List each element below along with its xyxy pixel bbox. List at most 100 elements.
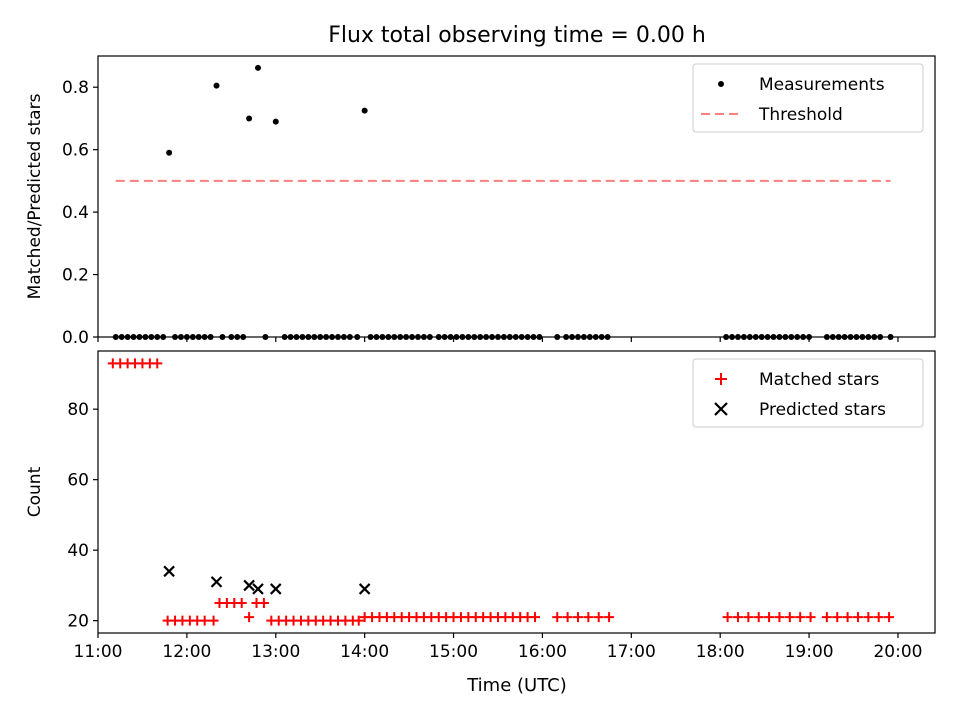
bottom-panel: 20 40 60 80 11:00 12:00 13:00 14:00 15:00 16:00 17… — [25, 350, 936, 662]
measurement-point — [148, 334, 155, 340]
measurement-point — [586, 334, 593, 340]
y-tick-label: 20 — [67, 612, 89, 632]
legend-matched-marker — [715, 373, 727, 385]
measurement-point — [409, 334, 416, 340]
matched-star-point — [244, 612, 255, 623]
matched-star-point — [863, 612, 874, 623]
measurement-point — [524, 334, 531, 340]
measurement-point — [420, 334, 427, 340]
matched-star-point — [743, 612, 754, 623]
x-axis-label: Time (UTC) — [466, 675, 567, 696]
plot-frame — [97, 350, 936, 634]
measurement-point — [859, 334, 866, 340]
measurement-point — [782, 334, 789, 340]
matched-star-point — [852, 612, 863, 623]
measurement-point — [758, 334, 765, 340]
measurement-point — [740, 334, 747, 340]
measurement-point — [136, 334, 143, 340]
measurement-point — [829, 334, 836, 340]
measurement-point — [841, 334, 848, 340]
measurement-point — [734, 334, 741, 340]
matched-star-point — [593, 612, 604, 623]
legend-predicted-marker — [714, 402, 728, 416]
measurement-point — [477, 334, 484, 340]
measurement-point — [207, 334, 214, 340]
predicted-star-point — [243, 579, 255, 592]
matched-star-point — [842, 612, 853, 623]
y-tick-label: 60 — [67, 471, 89, 491]
measurement-point — [500, 334, 507, 340]
top-panel: 0.0 0.2 0.4 0.6 0.8 Matched/Predicted stars Me… — [25, 55, 936, 348]
measurement-point — [403, 334, 410, 340]
x-tick-label: 13:00 — [251, 642, 300, 662]
measurement-point — [835, 334, 842, 340]
y-tick-label: 0.4 — [62, 203, 89, 223]
matched-star-point — [795, 612, 806, 623]
measurement-point — [800, 334, 807, 340]
measurement-point — [391, 334, 398, 340]
measurement-point — [887, 334, 894, 340]
matched-star-point — [562, 612, 573, 623]
measurement-point — [142, 334, 149, 340]
measurement-point — [293, 334, 300, 340]
x-tick-label: 19:00 — [785, 642, 834, 662]
measurement-point — [160, 334, 167, 340]
predicted-star-point — [269, 583, 282, 595]
measurement-point — [112, 334, 119, 340]
x-tick-label: 15:00 — [429, 642, 478, 662]
matched-star-point — [530, 612, 541, 623]
measurement-point — [379, 334, 386, 340]
measurement-point — [426, 334, 433, 340]
measurement-point — [853, 334, 860, 340]
matched-star-point — [884, 612, 895, 623]
measurement-point — [752, 334, 759, 340]
measurement-point — [574, 334, 581, 340]
measurement-point — [871, 334, 878, 340]
x-tick-label: 14:00 — [340, 642, 389, 662]
measurement-point — [305, 334, 312, 340]
measurement-point — [569, 334, 576, 340]
matched-star-point — [572, 612, 583, 623]
matched-star-point — [873, 612, 884, 623]
x-tick-label: 12:00 — [162, 642, 211, 662]
measurement-point — [598, 334, 605, 340]
measurement-point — [729, 334, 736, 340]
measurement-point — [385, 334, 392, 340]
legend-label: Threshold — [758, 105, 843, 125]
measurement-point — [554, 334, 561, 340]
measurement-point — [130, 334, 137, 340]
measurement-point — [373, 334, 380, 340]
measurement-point — [172, 334, 179, 340]
y-tick-label: 0.6 — [62, 141, 89, 161]
legend: Matched stars Predicted stars — [692, 358, 924, 428]
chart-title: Flux total observing time = 0.00 h — [328, 23, 706, 48]
measurement-point — [453, 334, 460, 340]
y-tick-label: 0.2 — [62, 266, 89, 286]
matched-star-point — [236, 598, 247, 609]
matched-star-point — [732, 612, 743, 623]
measurement-point — [361, 107, 368, 114]
measurement-point — [272, 118, 279, 125]
measurement-point — [788, 334, 795, 340]
measurement-point — [414, 334, 421, 340]
x-tick-label: 16:00 — [518, 642, 567, 662]
predicted-star-point — [210, 576, 223, 588]
measurement-point — [124, 334, 131, 340]
measurement-point — [177, 334, 184, 340]
matched-star-point — [753, 612, 764, 623]
measurement-point — [447, 334, 454, 340]
y-axis-label: Count — [25, 466, 45, 517]
matched-star-point — [552, 612, 563, 623]
measurement-point — [262, 334, 269, 340]
measurement-point — [723, 334, 730, 340]
legend-label: Measurements — [759, 75, 885, 95]
matched-star-point — [764, 612, 775, 623]
measurement-point — [118, 334, 125, 340]
measurement-point — [329, 334, 336, 340]
matched-star-point — [832, 612, 843, 623]
x-tick-label: 18:00 — [696, 642, 745, 662]
matched-star-point — [774, 612, 785, 623]
measurement-point — [183, 334, 190, 340]
y-tick-label: 40 — [67, 541, 89, 561]
